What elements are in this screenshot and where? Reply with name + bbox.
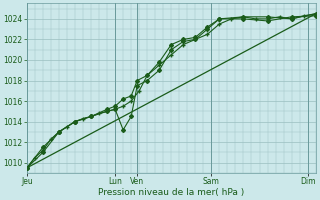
- X-axis label: Pression niveau de la mer( hPa ): Pression niveau de la mer( hPa ): [98, 188, 244, 197]
